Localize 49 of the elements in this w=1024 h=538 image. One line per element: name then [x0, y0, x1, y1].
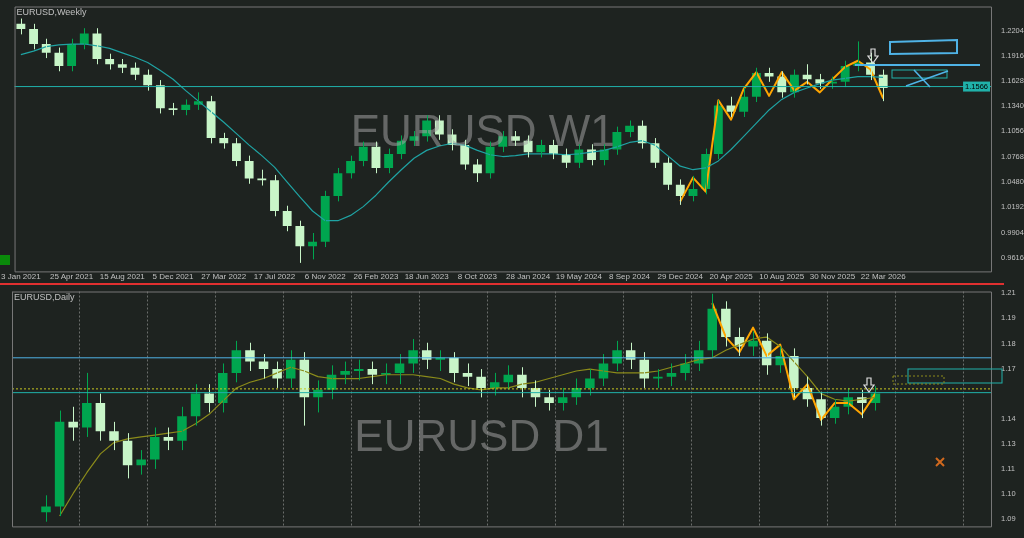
candlestick	[449, 351, 459, 383]
candlestick	[333, 167, 343, 202]
candlestick	[472, 158, 482, 183]
candlestick	[270, 174, 279, 217]
candlestick	[585, 368, 595, 396]
chart-title: EURUSD,Daily	[14, 292, 76, 303]
x-tick-label: 26 Feb 2023	[353, 272, 399, 282]
x-tick-label: 15 Aug 2021	[99, 272, 146, 282]
candlestick	[536, 139, 546, 158]
candlestick	[384, 148, 394, 174]
candlestick	[544, 389, 554, 412]
candlestick	[68, 406, 78, 442]
candlestick	[748, 330, 758, 357]
candlestick	[232, 137, 241, 167]
candlestick	[109, 421, 119, 451]
x-tick-label: 17 Jul 2022	[253, 272, 296, 282]
candlestick	[764, 67, 774, 83]
candlestick	[476, 368, 486, 398]
annotation: EURUSD D1	[354, 411, 609, 461]
x-tick-label: 8 Oct 2023	[457, 272, 498, 282]
chart-title: EURUSD,Weekly	[16, 7, 87, 18]
candlestick	[204, 383, 214, 413]
x-tick-label: 25 Apr 2021	[50, 272, 94, 282]
x-tick-label: 22 Mar 2026	[860, 272, 907, 282]
candlestick	[282, 205, 292, 232]
candlestick	[653, 368, 663, 389]
candlestick	[244, 155, 254, 185]
candlestick	[245, 342, 255, 372]
x-tick-label: 8 Sep 2024	[609, 272, 651, 282]
candlestick	[82, 372, 92, 438]
x-tick-label: 5 Dec 2021	[152, 272, 195, 282]
x-tick-label: 6 Nov 2022	[304, 272, 347, 282]
x-tick-label: 29 Dec 2024	[657, 272, 704, 282]
x-tick-label: 18 Jun 2023	[404, 272, 450, 282]
x-tick-label: 3 Jan 2021	[1, 272, 42, 282]
candlestick	[680, 353, 690, 381]
candlestick	[150, 427, 160, 470]
candlestick	[663, 156, 673, 191]
x-tick-label: 19 May 2024	[555, 272, 603, 282]
x-tick-label: 20 Apr 2025	[709, 272, 754, 282]
candlestick	[340, 361, 350, 385]
candlestick	[117, 58, 127, 74]
candlestick	[29, 23, 38, 50]
candlestick	[177, 406, 187, 451]
x-tick-label: 30 Nov 2025	[809, 272, 856, 282]
x-tick-label: 27 Mar 2022	[201, 272, 247, 282]
x-tick-label: 10 Aug 2025	[759, 272, 805, 282]
x-tick-label: 28 Jan 2024	[506, 272, 551, 282]
candlestick	[707, 293, 718, 359]
